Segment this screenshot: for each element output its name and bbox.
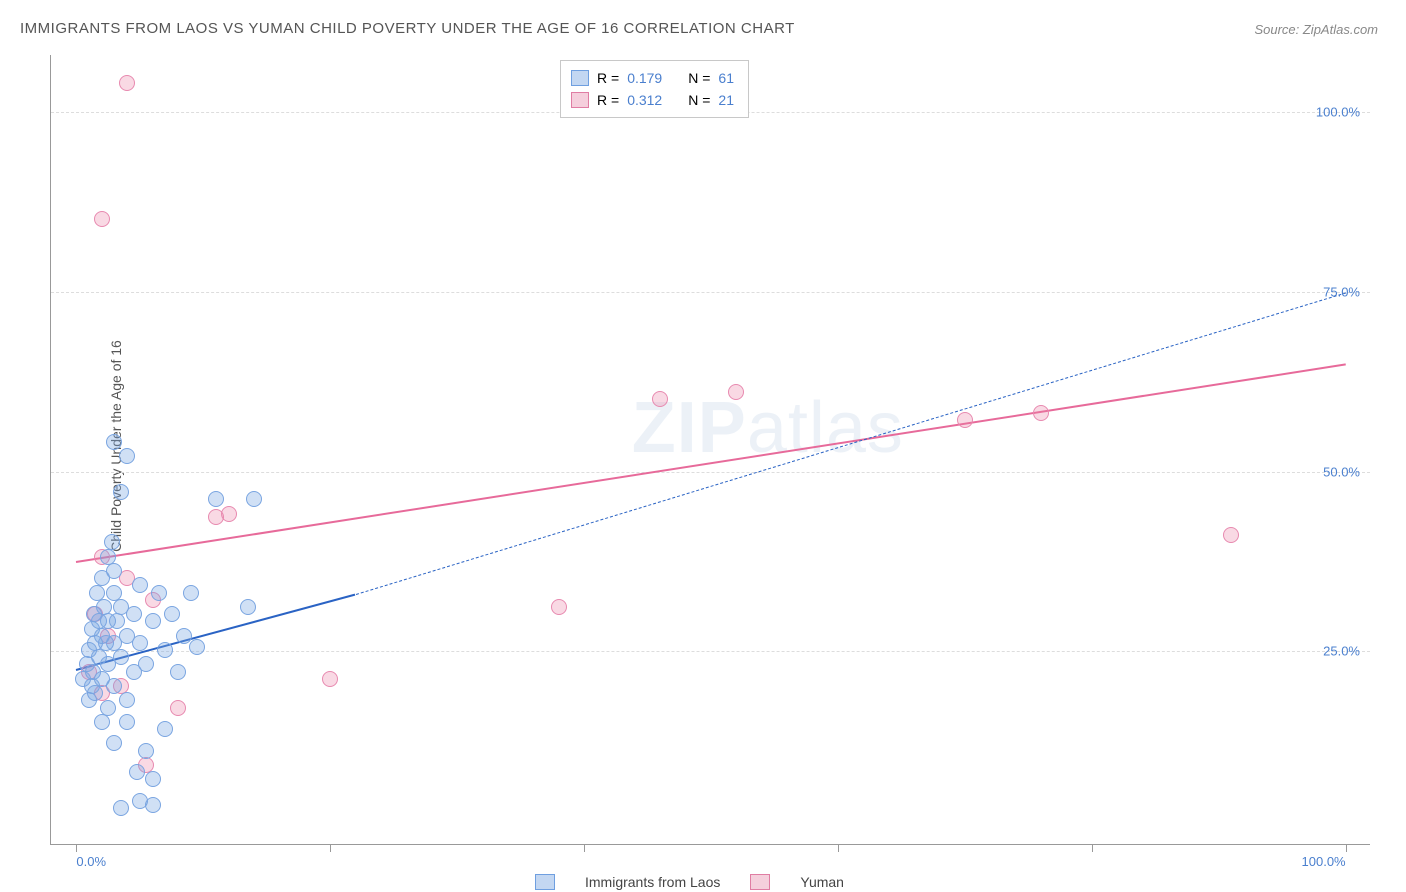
gridline [51, 292, 1370, 293]
legend-label-laos: Immigrants from Laos [585, 874, 720, 890]
x-tick [838, 844, 839, 852]
y-tick-label: 100.0% [1316, 105, 1360, 120]
data-point-laos [145, 771, 161, 787]
swatch-laos [571, 70, 589, 86]
data-point-yuman [957, 412, 973, 428]
data-point-laos [132, 577, 148, 593]
data-point-laos [94, 714, 110, 730]
x-tick [1092, 844, 1093, 852]
n-value-laos: 61 [718, 70, 734, 86]
data-point-yuman [170, 700, 186, 716]
data-point-laos [151, 585, 167, 601]
swatch-laos [535, 874, 555, 890]
data-point-laos [106, 563, 122, 579]
data-point-laos [119, 692, 135, 708]
data-point-yuman [652, 391, 668, 407]
n-value-yuman: 21 [718, 92, 734, 108]
data-point-laos [157, 721, 173, 737]
r-value-yuman: 0.312 [627, 92, 662, 108]
y-tick-label: 25.0% [1323, 644, 1360, 659]
data-point-yuman [1223, 527, 1239, 543]
data-point-laos [208, 491, 224, 507]
x-tick-label: 0.0% [76, 854, 106, 869]
trend-line [355, 292, 1345, 595]
data-point-yuman [94, 211, 110, 227]
swatch-yuman [571, 92, 589, 108]
data-point-laos [109, 613, 125, 629]
data-point-yuman [119, 75, 135, 91]
data-point-laos [246, 491, 262, 507]
data-point-laos [164, 606, 180, 622]
data-point-laos [138, 656, 154, 672]
data-point-laos [119, 448, 135, 464]
swatch-yuman [750, 874, 770, 890]
data-point-laos [138, 743, 154, 759]
series-legend: Immigrants from Laos Yuman [535, 874, 844, 890]
data-point-laos [113, 484, 129, 500]
data-point-laos [145, 613, 161, 629]
watermark: ZIPatlas [632, 387, 904, 469]
x-tick [584, 844, 585, 852]
stats-row-laos: R = 0.179 N = 61 [571, 67, 734, 89]
data-point-yuman [728, 384, 744, 400]
gridline [51, 651, 1370, 652]
data-point-laos [145, 797, 161, 813]
watermark-bold: ZIP [632, 388, 747, 468]
data-point-laos [189, 639, 205, 655]
n-label: N = [688, 92, 710, 108]
y-tick-label: 50.0% [1323, 464, 1360, 479]
data-point-laos [157, 642, 173, 658]
source-attribution: Source: ZipAtlas.com [1254, 22, 1378, 37]
data-point-laos [113, 649, 129, 665]
data-point-laos [170, 664, 186, 680]
x-tick-label: 100.0% [1302, 854, 1346, 869]
data-point-laos [119, 714, 135, 730]
data-point-yuman [1033, 405, 1049, 421]
data-point-laos [106, 678, 122, 694]
r-label: R = [597, 70, 619, 86]
data-point-yuman [322, 671, 338, 687]
data-point-laos [106, 434, 122, 450]
legend-label-yuman: Yuman [800, 874, 844, 890]
gridline [51, 472, 1370, 473]
data-point-laos [100, 700, 116, 716]
trend-line [76, 364, 1346, 563]
stats-legend: R = 0.179 N = 61 R = 0.312 N = 21 [560, 60, 749, 118]
data-point-laos [126, 606, 142, 622]
x-tick [76, 844, 77, 852]
data-point-laos [183, 585, 199, 601]
data-point-laos [106, 735, 122, 751]
data-point-yuman [221, 506, 237, 522]
chart-title: IMMIGRANTS FROM LAOS VS YUMAN CHILD POVE… [20, 20, 795, 37]
data-point-laos [240, 599, 256, 615]
data-point-laos [87, 685, 103, 701]
x-tick [1346, 844, 1347, 852]
r-label: R = [597, 92, 619, 108]
r-value-laos: 0.179 [627, 70, 662, 86]
x-tick [330, 844, 331, 852]
data-point-laos [113, 800, 129, 816]
data-point-yuman [551, 599, 567, 615]
data-point-laos [104, 534, 120, 550]
data-point-laos [132, 635, 148, 651]
n-label: N = [688, 70, 710, 86]
watermark-thin: atlas [747, 388, 904, 468]
data-point-laos [129, 764, 145, 780]
stats-row-yuman: R = 0.312 N = 21 [571, 89, 734, 111]
scatter-plot: ZIPatlas 25.0%50.0%75.0%100.0%0.0%100.0% [50, 55, 1370, 845]
